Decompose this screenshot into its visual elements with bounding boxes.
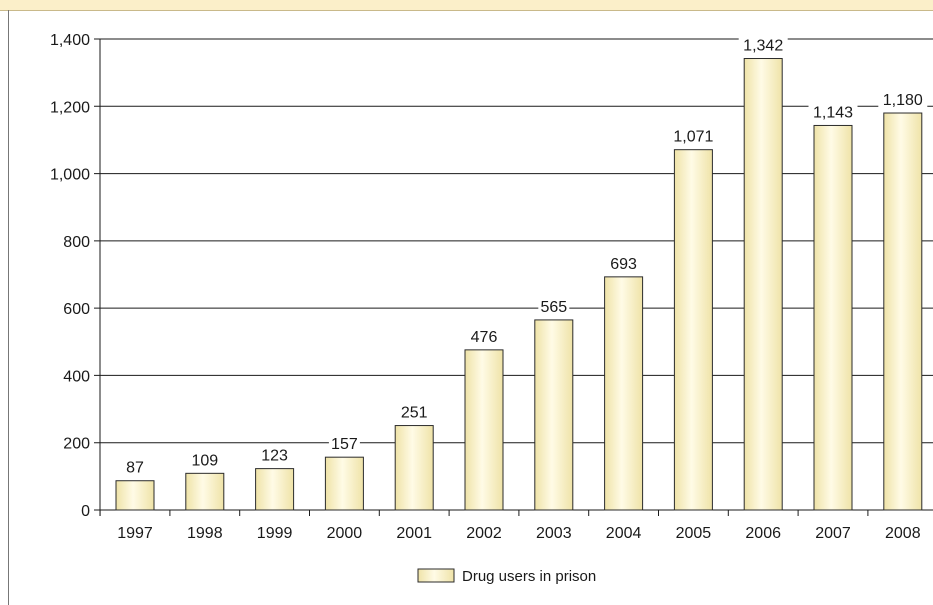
data-label: 1,143 (813, 104, 853, 121)
data-label-bg (259, 445, 291, 464)
x-tick-label: 1997 (117, 525, 153, 542)
bar-2003 (534, 319, 574, 511)
x-tick-label: 2003 (536, 525, 572, 542)
data-label: 87 (126, 460, 144, 477)
bar-1999 (255, 468, 295, 511)
header-strip (0, 0, 933, 11)
x-tick-label: 2005 (676, 525, 712, 542)
bar-2008 (883, 112, 923, 511)
y-tick-label: 200 (63, 436, 90, 453)
data-label-bg (398, 402, 430, 421)
y-tick-label: 1,200 (50, 99, 90, 116)
x-tick-label: 2006 (745, 525, 781, 542)
y-tick-label: 1,000 (50, 167, 90, 184)
bar-2005 (673, 149, 713, 511)
x-tick-label: 2001 (396, 525, 432, 542)
data-label: 565 (540, 299, 567, 316)
data-label: 1,180 (883, 92, 923, 109)
x-tick-label: 2002 (466, 525, 502, 542)
bar-2006 (743, 58, 783, 511)
data-label: 123 (261, 448, 288, 465)
gridlines (94, 38, 933, 511)
x-tick-label: 2004 (606, 525, 642, 542)
legend-swatch (417, 568, 455, 583)
data-label: 109 (191, 452, 218, 469)
data-label-bg (808, 102, 858, 121)
data-label-bg (189, 450, 221, 469)
bar-2004 (604, 276, 644, 511)
data-label-bg (738, 35, 788, 54)
x-tick-label: 2000 (327, 525, 363, 542)
data-label-bg (668, 126, 718, 145)
x-tick-label: 1998 (187, 525, 223, 542)
data-label-bg (328, 434, 360, 453)
y-tick-label: 400 (63, 368, 90, 385)
data-label-bg (124, 457, 146, 476)
axes: 0 200 400 600 800 1,000 1,200 1,400 1997 1998 1999… (50, 32, 921, 542)
left-border (8, 10, 9, 605)
bar-1998 (185, 472, 225, 511)
y-tick-label: 0 (81, 503, 90, 520)
data-label: 251 (401, 405, 428, 422)
data-label: 1,071 (673, 129, 713, 146)
data-labels: 87 109 123 157 251 476 565 693 1,071 1,342 1,143 1,… (124, 35, 928, 477)
x-tick-label: 2007 (815, 525, 851, 542)
x-tick-label: 1999 (257, 525, 293, 542)
data-label: 476 (471, 329, 498, 346)
bar-1997 (115, 480, 155, 511)
x-tick-label: 2008 (885, 525, 921, 542)
data-label: 693 (610, 256, 637, 273)
legend-label: Drug users in prison (462, 568, 596, 585)
y-tick-label: 1,400 (50, 32, 90, 49)
bar-2001 (394, 425, 434, 511)
bar-2000 (324, 456, 364, 511)
data-label-bg (468, 326, 500, 345)
bars (115, 58, 923, 511)
data-label: 157 (331, 436, 358, 453)
bar-2002 (464, 349, 504, 511)
data-label: 1,342 (743, 38, 783, 55)
data-label-bg (878, 90, 928, 109)
bar-2007 (813, 124, 853, 511)
data-label-bg (538, 296, 570, 315)
y-tick-label: 600 (63, 301, 90, 318)
legend: Drug users in prison (417, 568, 596, 585)
data-label-bg (608, 253, 640, 272)
y-tick-label: 800 (63, 234, 90, 251)
